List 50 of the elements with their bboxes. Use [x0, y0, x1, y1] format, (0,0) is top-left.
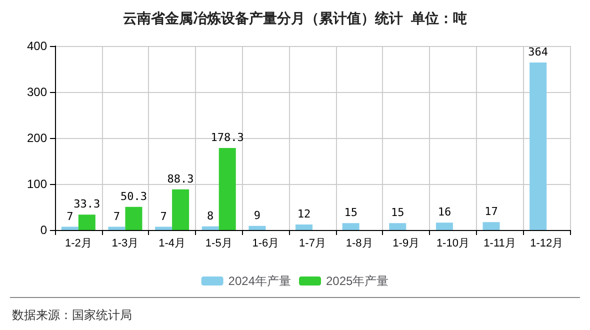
- bar: [482, 222, 500, 230]
- bar: [78, 214, 96, 230]
- data-label: 15: [344, 206, 358, 220]
- bar: [172, 189, 190, 230]
- x-tick-label: 1-4月: [158, 238, 186, 250]
- y-tick-label: 200: [26, 131, 48, 145]
- data-label: 9: [254, 208, 260, 222]
- data-label: 17: [484, 205, 498, 218]
- legend-label: 2024年产量: [228, 274, 292, 288]
- bar: [155, 226, 172, 230]
- legend-label: 2025年产量: [326, 274, 389, 288]
- bar: [436, 222, 453, 230]
- data-label: 364: [528, 46, 548, 59]
- bar: [389, 223, 406, 230]
- x-tick-label: 1-10月: [436, 238, 470, 250]
- bar: [108, 226, 126, 230]
- x-tick-label: 1-7月: [299, 238, 326, 250]
- bar: [530, 62, 547, 230]
- bar: [218, 148, 236, 230]
- x-tick-label: 1-5月: [205, 238, 232, 250]
- data-label: 33.3: [74, 198, 100, 211]
- x-tick-label: 1-3月: [112, 238, 139, 250]
- data-label: 7: [66, 210, 74, 223]
- bar: [125, 206, 142, 230]
- y-tick-label: 100: [26, 177, 48, 191]
- bar: [61, 226, 78, 230]
- x-tick-label: 1-9月: [392, 238, 420, 250]
- data-label: 15: [391, 206, 404, 220]
- data-label: 8: [207, 209, 214, 222]
- data-label: 50.3: [120, 190, 147, 203]
- data-label: 178.3: [210, 130, 244, 144]
- data-label: 12: [297, 207, 311, 220]
- chart-title: 云南省金属冶炼设备产量分月（累计值）统计 单位：吨: [123, 10, 467, 26]
- data-label: 88.3: [167, 172, 194, 186]
- source-note: 数据来源：国家统计局: [12, 307, 132, 324]
- x-tick-label: 1-12月: [530, 238, 564, 250]
- y-tick-label: 400: [26, 39, 48, 53]
- data-label: 7: [160, 210, 167, 223]
- data-label: 7: [113, 210, 120, 223]
- data-label: 16: [438, 206, 452, 219]
- x-tick-label: 1-11月: [484, 238, 516, 250]
- bar: [342, 223, 360, 230]
- bar: [248, 226, 266, 230]
- bar: [296, 224, 312, 230]
- y-tick-label: 0: [40, 223, 48, 237]
- bar: [202, 226, 219, 230]
- y-tick-label: 300: [26, 85, 48, 99]
- x-tick-label: 1-2月: [64, 238, 92, 250]
- x-tick-label: 1-6月: [252, 238, 280, 250]
- x-tick-label: 1-8月: [346, 238, 373, 250]
